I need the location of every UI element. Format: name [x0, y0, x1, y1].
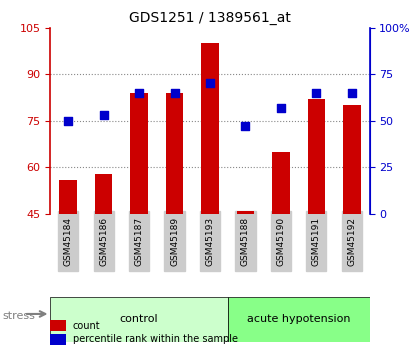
Bar [272, 152, 290, 214]
Point [171, 90, 178, 96]
Text: stress: stress [2, 311, 35, 321]
Text: control: control [120, 314, 158, 324]
Bar [236, 211, 255, 214]
Bar [95, 174, 113, 214]
Point [100, 112, 107, 118]
Bar [307, 99, 325, 214]
Bar [201, 43, 219, 214]
Title: GDS1251 / 1389561_at: GDS1251 / 1389561_at [129, 11, 291, 25]
Bar [343, 105, 361, 214]
Point [278, 105, 284, 110]
Point [313, 90, 320, 96]
Text: acute hypotension: acute hypotension [247, 314, 350, 324]
Point [349, 90, 355, 96]
Bar [130, 93, 148, 214]
Bar [50, 297, 228, 342]
Point [65, 118, 71, 124]
Point [242, 124, 249, 129]
Bar [50, 334, 66, 345]
Point [136, 90, 142, 96]
Text: count: count [73, 321, 100, 331]
Bar [59, 180, 77, 214]
Bar [165, 93, 184, 214]
Text: percentile rank within the sample: percentile rank within the sample [73, 335, 238, 344]
Point [207, 81, 213, 86]
Bar [228, 297, 370, 342]
Bar [50, 320, 66, 331]
